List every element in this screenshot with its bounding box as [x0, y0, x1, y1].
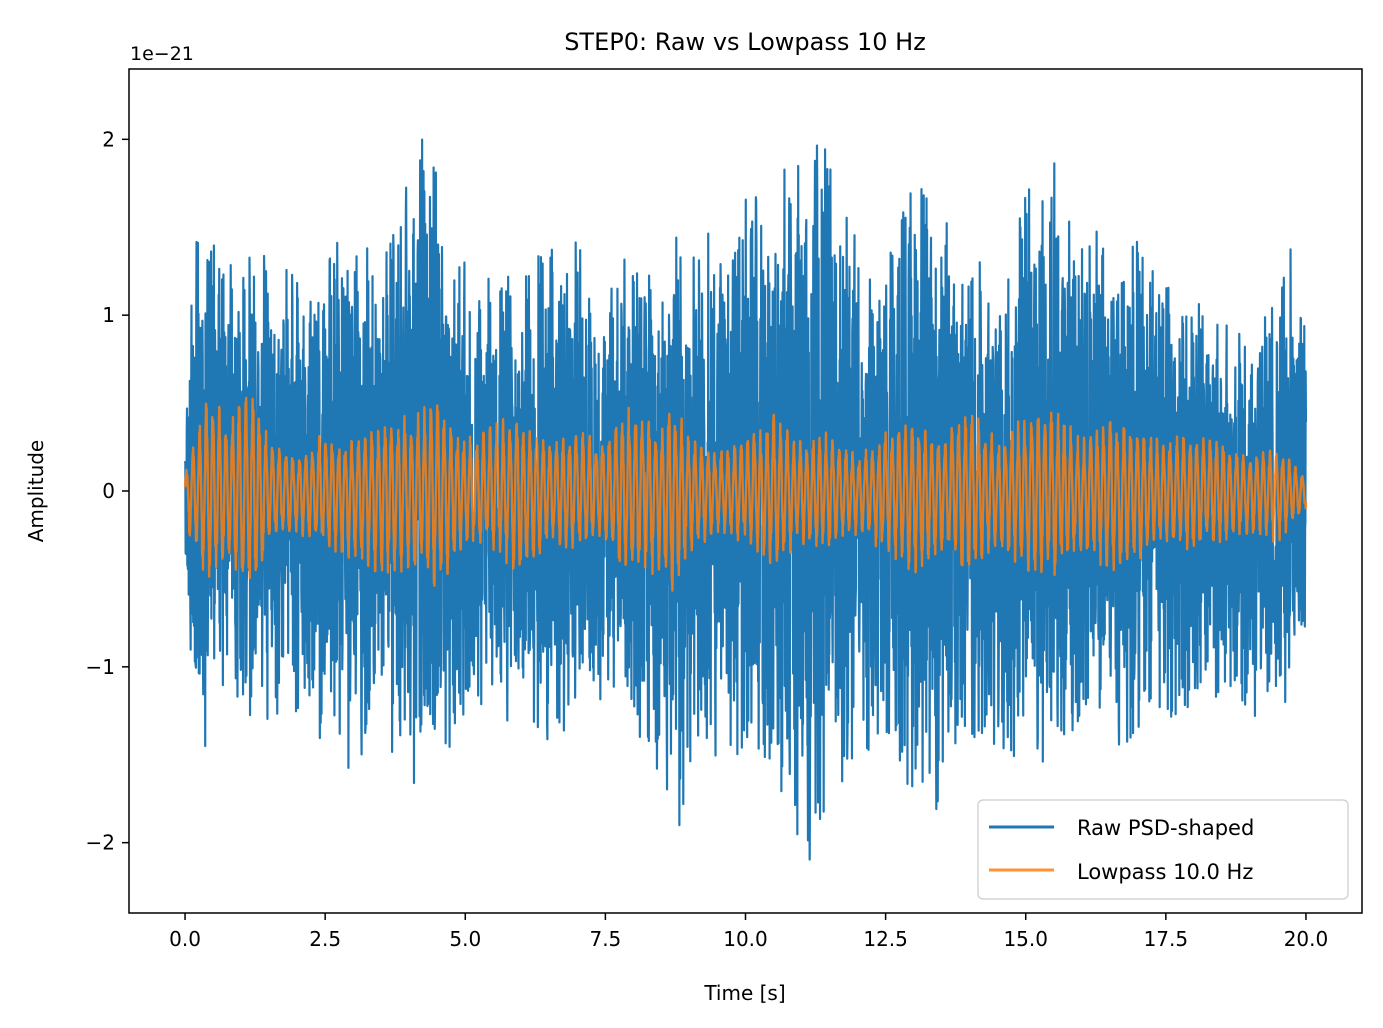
x-tick-label: 17.5	[1144, 927, 1189, 951]
y-tick-label: 1	[102, 303, 115, 327]
y-tick-label: −2	[86, 831, 115, 855]
legend-label-lowpass: Lowpass 10.0 Hz	[1077, 860, 1253, 884]
x-tick-label: 7.5	[589, 927, 621, 951]
x-axis: 0.0 2.5 5.0 7.5 10.0 12.5 15.0 17.5 20.0	[169, 913, 1328, 951]
x-tick-label: 12.5	[863, 927, 908, 951]
series-line-raw	[183, 138, 1308, 861]
y-axis: −2 −1 0 1 2	[86, 127, 129, 855]
series-layer	[183, 138, 1308, 861]
y-tick-label: 2	[102, 127, 115, 151]
x-tick-label: 10.0	[723, 927, 768, 951]
x-tick-label: 2.5	[309, 927, 341, 951]
legend-box	[977, 799, 1349, 900]
y-offset-label: 1e−21	[130, 43, 194, 65]
y-axis-label: Amplitude	[24, 440, 48, 543]
x-tick-label: 15.0	[1003, 927, 1048, 951]
chart-title: STEP0: Raw vs Lowpass 10 Hz	[564, 28, 926, 56]
series-line-lowpass	[183, 396, 1308, 592]
x-tick-label: 0.0	[169, 927, 201, 951]
y-tick-label: −1	[86, 655, 115, 679]
legend-label-raw: Raw PSD-shaped	[1077, 816, 1254, 840]
x-axis-label: Time [s]	[703, 981, 785, 1005]
y-tick-label: 0	[102, 479, 115, 503]
x-tick-label: 5.0	[449, 927, 481, 951]
legend: Raw PSD-shaped Lowpass 10.0 Hz	[977, 799, 1349, 900]
x-tick-label: 20.0	[1284, 927, 1329, 951]
